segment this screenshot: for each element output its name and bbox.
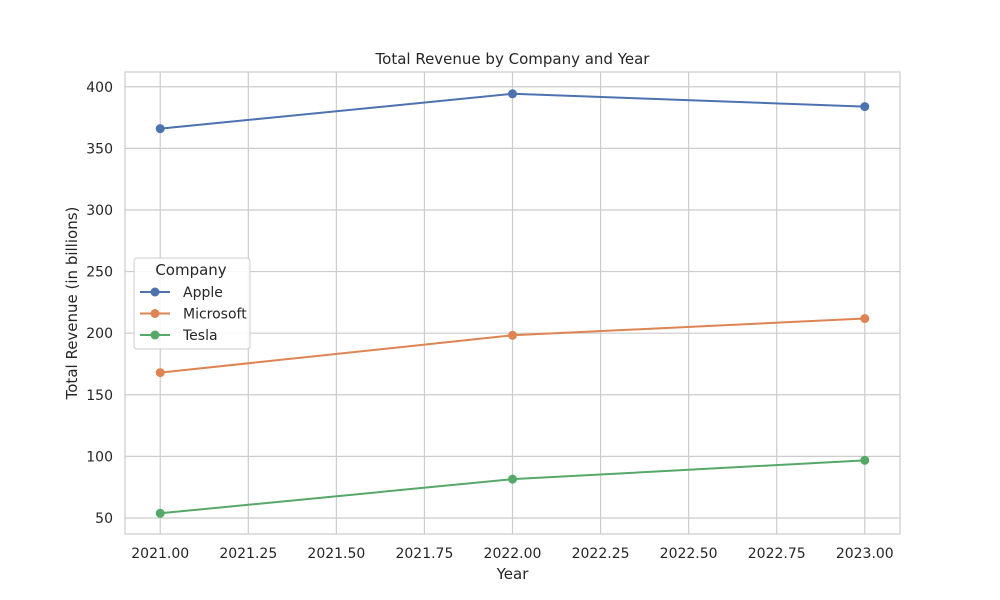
data-point-tesla [860,455,870,465]
data-point-apple [860,102,870,112]
series-group [155,89,870,518]
data-point-apple [155,124,165,134]
y-tick-labels: 50 100 150 200 250 300 350 400 [86,80,113,527]
legend-entry-tesla: Tesla [140,328,218,344]
data-point-tesla [508,474,517,484]
x-tick-label: 2021.25 [219,546,277,562]
x-tick-label: 2021.75 [395,546,453,562]
legend: Company Apple Microsoft Tesla [133,257,251,350]
legend-label-tesla: Tesla [182,328,218,344]
x-tick-labels: 2021.00 2021.25 2021.50 2021.75 2022.00 2022.… [131,546,893,562]
x-tick-label: 2021.00 [131,546,189,562]
y-axis-label: Total Revenue (in billions) [63,207,81,401]
data-point-microsoft [508,330,517,340]
data-point-microsoft [155,368,165,378]
legend-label-microsoft: Microsoft [183,307,247,323]
y-tick-label: 400 [86,80,113,96]
data-point-tesla [155,508,165,518]
legend-entry-apple: Apple [140,285,223,301]
legend-marker-apple [150,287,160,297]
grid [125,72,900,534]
legend-box [133,257,251,350]
legend-marker-tesla [150,330,160,340]
data-point-microsoft [860,314,870,324]
y-tick-label: 150 [86,388,113,404]
x-tick-label: 2023.00 [836,546,894,562]
legend-entry-microsoft: Microsoft [140,307,247,323]
x-tick-label: 2022.25 [572,546,630,562]
y-tick-label: 300 [86,203,113,219]
legend-label-apple: Apple [183,285,223,301]
data-point-apple [508,89,517,99]
legend-title: Company [155,261,226,279]
x-tick-label: 2022.50 [660,546,718,562]
legend-marker-microsoft [150,309,160,318]
x-axis-label: Year [496,565,530,583]
y-tick-label: 350 [86,141,113,157]
y-tick-label: 250 [86,265,113,281]
y-tick-label: 200 [86,326,113,342]
x-tick-label: 2022.75 [748,546,806,562]
x-tick-label: 2021.50 [307,546,365,562]
chart-title: Total Revenue by Company and Year [375,50,651,68]
y-tick-label: 50 [95,511,113,527]
y-tick-label: 100 [86,449,113,465]
x-tick-label: 2022.00 [484,546,542,562]
